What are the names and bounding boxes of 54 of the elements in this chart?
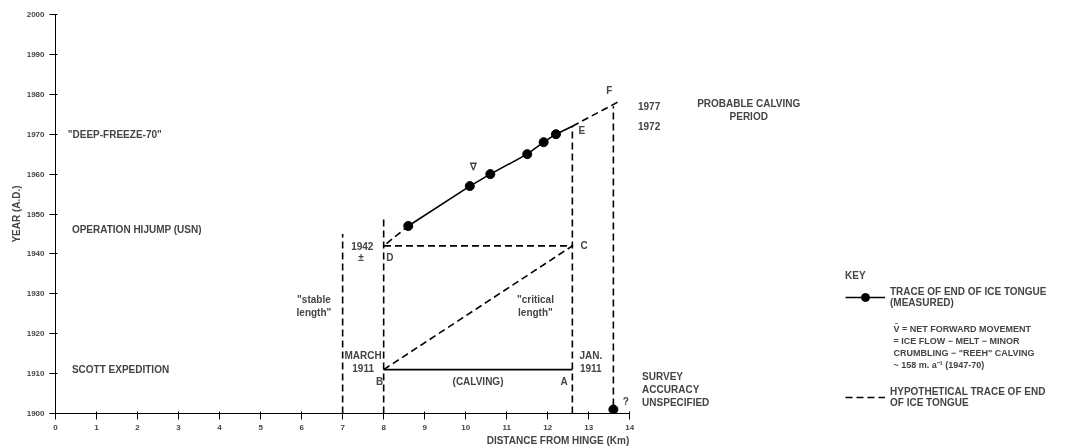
annotation: F: [606, 84, 613, 96]
y-tick-label: 1910: [26, 369, 46, 379]
annotation: A: [560, 376, 568, 388]
annotation: OPERATION HIJUMP (USN): [71, 224, 202, 236]
y-tick-label: 1930: [26, 289, 46, 299]
x-tick-label: 2: [135, 422, 141, 432]
y-tick-label: 1900: [26, 409, 46, 418]
annotation: D: [386, 252, 394, 264]
x-tick-label: 5: [258, 422, 264, 432]
y-tick-label: 2000: [26, 10, 46, 19]
annotation: ±: [358, 252, 365, 264]
y-tick-label: 1970: [26, 129, 46, 139]
annotation: (CALVING): [452, 376, 504, 388]
annotation: "stable length": [296, 293, 332, 318]
legend-label: TRACE OF END OF ICE TONGUE (MEASURED): [890, 286, 1047, 308]
x-tick-label: 4: [217, 422, 223, 432]
text: V̄ = NET FORWARD MOVEMENT = ICE FLOW − MELT − MINOR CRUMBLING − "REEH" CALVING ~ 158 m. a⁻¹ (1947-70): [893, 323, 1035, 370]
y-tick-label: 1940: [26, 249, 46, 259]
annotation: ?: [622, 396, 629, 408]
x-tick-label: 8: [381, 422, 387, 432]
annotation: JAN. 1911: [579, 349, 603, 374]
annotation: C: [580, 240, 588, 252]
annotation: MARCH 1911: [344, 349, 382, 374]
annotation: E: [578, 124, 586, 136]
x-tick-label: 6: [299, 422, 305, 432]
x-tick-label: 0: [53, 422, 59, 432]
legend-title: KEY: [845, 270, 867, 281]
x-axis-title: DISTANCE FROM HINGE (Km): [486, 434, 630, 446]
x-tick-label: 1: [94, 422, 100, 432]
annotation: SCOTT EXPEDITION: [71, 364, 170, 376]
annotation: ∇: [469, 160, 479, 172]
x-tick-label: 13: [584, 422, 594, 432]
text: 1977: [637, 101, 661, 113]
x-tick-label: 10: [461, 422, 471, 432]
text: 1972: [637, 121, 661, 133]
x-tick-label: 12: [543, 422, 553, 432]
annotation: "critical length": [516, 293, 555, 318]
x-tick-label: 9: [422, 422, 428, 432]
text: SURVEY ACCURACY UNSPECIFIED: [642, 370, 710, 409]
x-tick-label: 14: [625, 422, 635, 432]
x-tick-label: 7: [340, 422, 346, 432]
legend-label: HYPOTHETICAL TRACE OF END OF ICE TONGUE: [890, 386, 1046, 408]
x-tick-label: 3: [176, 422, 182, 432]
y-tick-label: 1990: [26, 49, 46, 59]
y-axis-title: YEAR (A.D.): [10, 185, 22, 243]
y-tick-label: 1920: [26, 329, 46, 339]
y-tick-label: 1980: [26, 89, 46, 99]
y-tick-label: 1950: [26, 209, 46, 219]
annotation: 1942: [351, 240, 374, 252]
annotation: B: [375, 376, 384, 388]
x-tick-label: 11: [502, 422, 512, 432]
text: PROBABLE CALVING PERIOD: [697, 98, 801, 123]
annotation: "DEEP-FREEZE-70": [67, 128, 163, 140]
y-tick-label: 1960: [26, 169, 46, 179]
